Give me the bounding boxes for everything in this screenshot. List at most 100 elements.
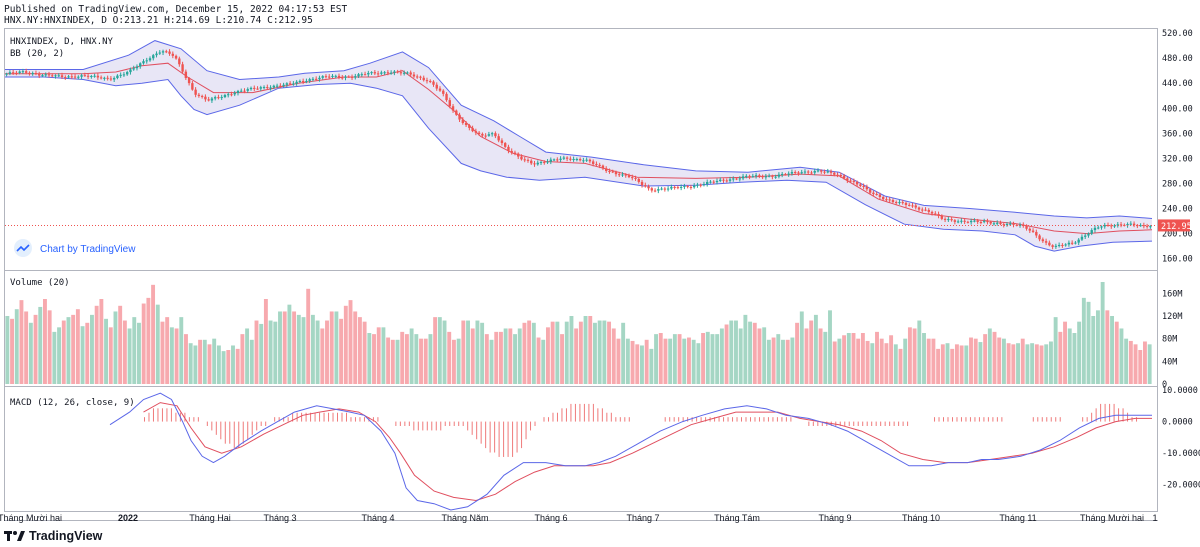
candle [872, 190, 875, 197]
volume-bar [235, 348, 240, 384]
candle [266, 84, 269, 90]
volume-bar [1039, 345, 1044, 384]
x-tick-label: Tháng Hai [189, 513, 231, 523]
candle [604, 166, 608, 173]
last-price-badge [1158, 219, 1190, 232]
volume-bar [329, 311, 334, 384]
volume-bar [654, 334, 659, 384]
volume-bar [231, 345, 235, 384]
candle [793, 170, 797, 175]
candle [598, 162, 601, 169]
volume-bar [527, 320, 532, 384]
candle [350, 74, 354, 81]
candle [696, 182, 699, 188]
candle [1070, 240, 1074, 245]
volume-bar [90, 314, 94, 384]
candle [585, 157, 588, 162]
macd-legend[interactable]: MACD (12, 26, close, 9) [10, 398, 135, 408]
candle [337, 73, 341, 80]
candle [634, 175, 637, 181]
candle [1074, 241, 1077, 245]
candle [888, 196, 891, 203]
volume-bar [569, 316, 574, 384]
candle [207, 96, 210, 102]
candle [650, 187, 654, 193]
candle [937, 211, 940, 219]
candle [142, 59, 145, 65]
volume-bar [292, 311, 297, 384]
candle [171, 51, 175, 59]
volume-bar [1138, 350, 1143, 384]
candle [692, 183, 696, 189]
candle [422, 75, 425, 82]
candle [18, 70, 21, 75]
candle [927, 208, 930, 215]
tradingview-watermark[interactable]: Chart by TradingView [14, 239, 136, 257]
candle [168, 49, 171, 56]
candle [982, 218, 986, 224]
candle [1022, 222, 1025, 228]
volume-tick-label: 160M [1162, 289, 1182, 299]
candle [588, 158, 592, 164]
candle [738, 176, 741, 182]
volume-bar [860, 333, 865, 384]
volume-bar [108, 327, 113, 384]
candle [21, 68, 25, 75]
candle [601, 164, 605, 171]
volume-bar [1025, 344, 1030, 384]
volume-bar [14, 309, 19, 384]
candle [301, 78, 305, 85]
candle [569, 156, 572, 162]
volume-bar [1044, 344, 1049, 384]
macd-tick-label: 0.0000 [1162, 418, 1193, 428]
bb-legend[interactable]: BB (20, 2) [10, 49, 64, 59]
candle [578, 157, 582, 162]
time-x-axis[interactable]: Tháng Mười hai 2022 Tháng Hai Tháng 3 Tháng … [0, 513, 1158, 523]
candle [393, 69, 396, 76]
volume-bar [818, 328, 823, 384]
volume-bar [1119, 328, 1124, 384]
volume-legend[interactable]: Volume (20) [10, 278, 70, 288]
volume-bar [771, 337, 776, 384]
tradingview-logo-icon [4, 531, 25, 541]
candle [51, 73, 54, 78]
price-legend-title[interactable]: HNXINDEX, D, HNX.NY [10, 37, 114, 47]
candle [1136, 223, 1139, 229]
volume-bar [75, 309, 80, 384]
volume-tick-label: 0 [1162, 380, 1167, 390]
candle [758, 173, 761, 179]
volume-bar [409, 328, 414, 384]
candle [328, 74, 331, 80]
candle [41, 74, 44, 78]
candle [132, 65, 135, 71]
volume-bar [494, 331, 499, 384]
volume-bar [1006, 343, 1011, 384]
x-tick-label: Tháng 11 [999, 513, 1036, 523]
x-tick-label: 2022 [118, 513, 138, 523]
candle [908, 203, 911, 207]
candle [497, 133, 500, 143]
candle [471, 125, 474, 133]
price-tick-label: 400.00 [1162, 104, 1193, 114]
candle [855, 180, 859, 187]
footer-brand[interactable]: TradingView [4, 527, 102, 545]
candle [416, 74, 419, 79]
volume-bar [560, 334, 564, 384]
volume-bar [752, 322, 757, 384]
volume-bar [94, 305, 99, 384]
x-tick-label: Tháng 4 [361, 513, 394, 523]
volume-bar [353, 311, 358, 384]
macd-pane-frame [4, 386, 1158, 512]
candle [881, 195, 885, 202]
volume-bar [954, 344, 959, 384]
candle [657, 186, 660, 194]
candle [1028, 227, 1032, 234]
volume-bar [310, 314, 315, 384]
candle [859, 182, 862, 188]
volume-bar [278, 311, 282, 384]
candle [503, 142, 507, 148]
volume-bar [701, 333, 706, 384]
candle [807, 170, 810, 175]
volume-bar [687, 337, 691, 384]
